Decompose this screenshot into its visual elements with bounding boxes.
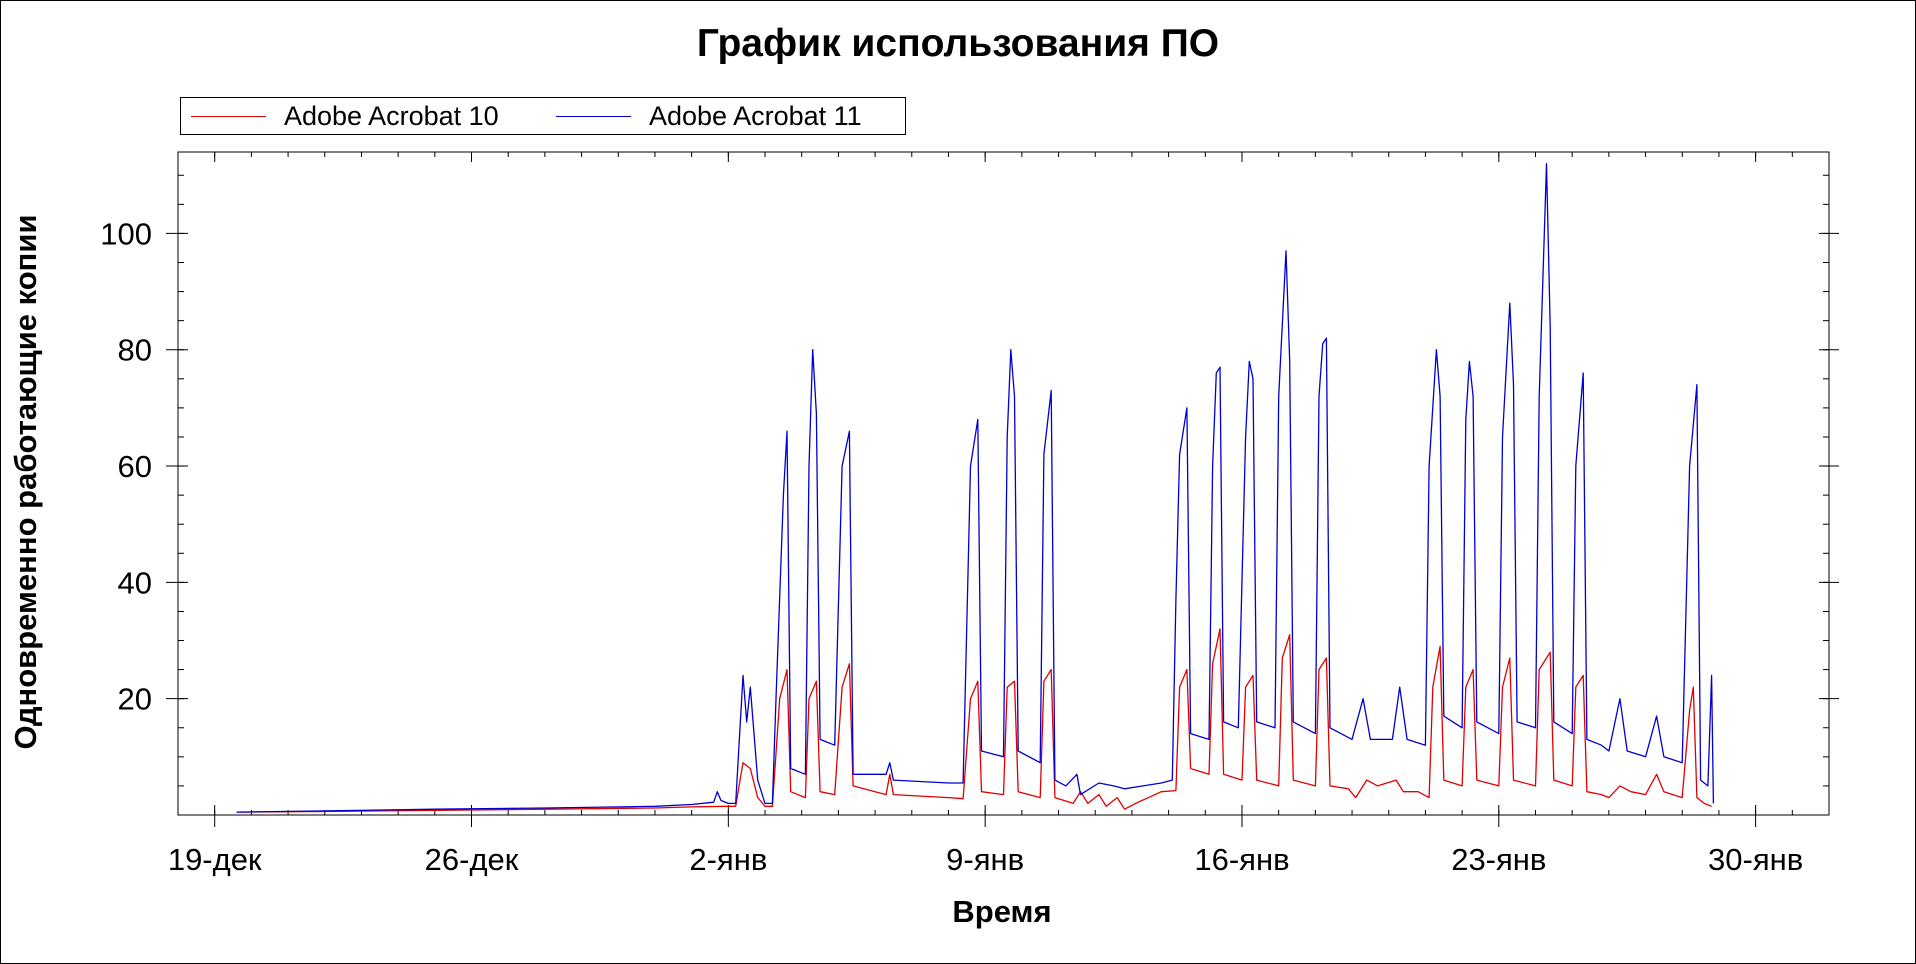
legend-item-series-1: Adobe Acrobat 10 [191,98,499,134]
legend-item-series-2: Adobe Acrobat 11 [556,98,862,134]
x-tick-label: 26-дек [425,842,519,877]
chart-title: График использования ПО [696,22,1220,65]
x-tick-label: 2-янв [689,842,767,877]
legend: Adobe Acrobat 10 Adobe Acrobat 11 [180,97,906,135]
x-tick-label: 23-янв [1451,842,1546,877]
plot-border [177,151,1830,816]
y-tick-label: 40 [118,565,152,600]
x-tick-label: 9-янв [946,842,1024,877]
y-tick-label: 60 [118,449,152,484]
legend-label-series-1: Adobe Acrobat 10 [284,100,499,131]
legend-label-series-2: Adobe Acrobat 11 [649,100,862,131]
x-tick-label: 30-янв [1708,842,1803,877]
x-axis-label: Время [952,894,1052,929]
x-tick-label: 16-янв [1194,842,1289,877]
y-tick-label: 20 [118,682,152,717]
series-line-1 [236,628,1712,813]
y-tick-label: 100 [100,216,152,251]
x-tick-label: 19-дек [168,842,262,877]
y-tick-label: 80 [118,333,152,368]
legend-swatch-series-2 [556,115,631,117]
legend-swatch-series-1 [191,115,266,117]
series-line-2 [236,162,1715,813]
